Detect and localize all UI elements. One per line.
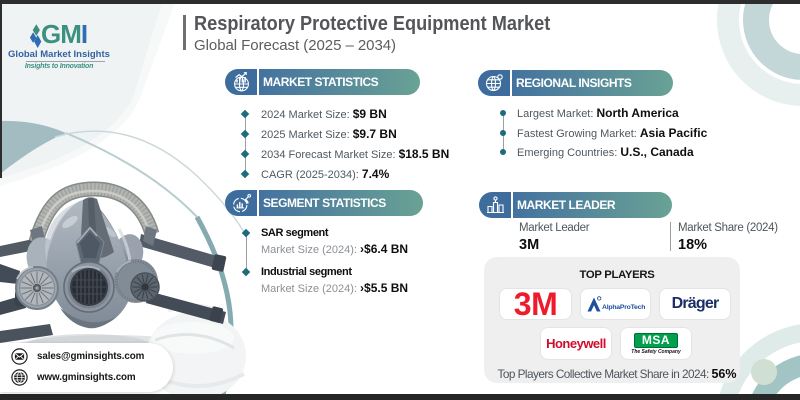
svg-text:AlphaProTech: AlphaProTech: [602, 303, 645, 310]
